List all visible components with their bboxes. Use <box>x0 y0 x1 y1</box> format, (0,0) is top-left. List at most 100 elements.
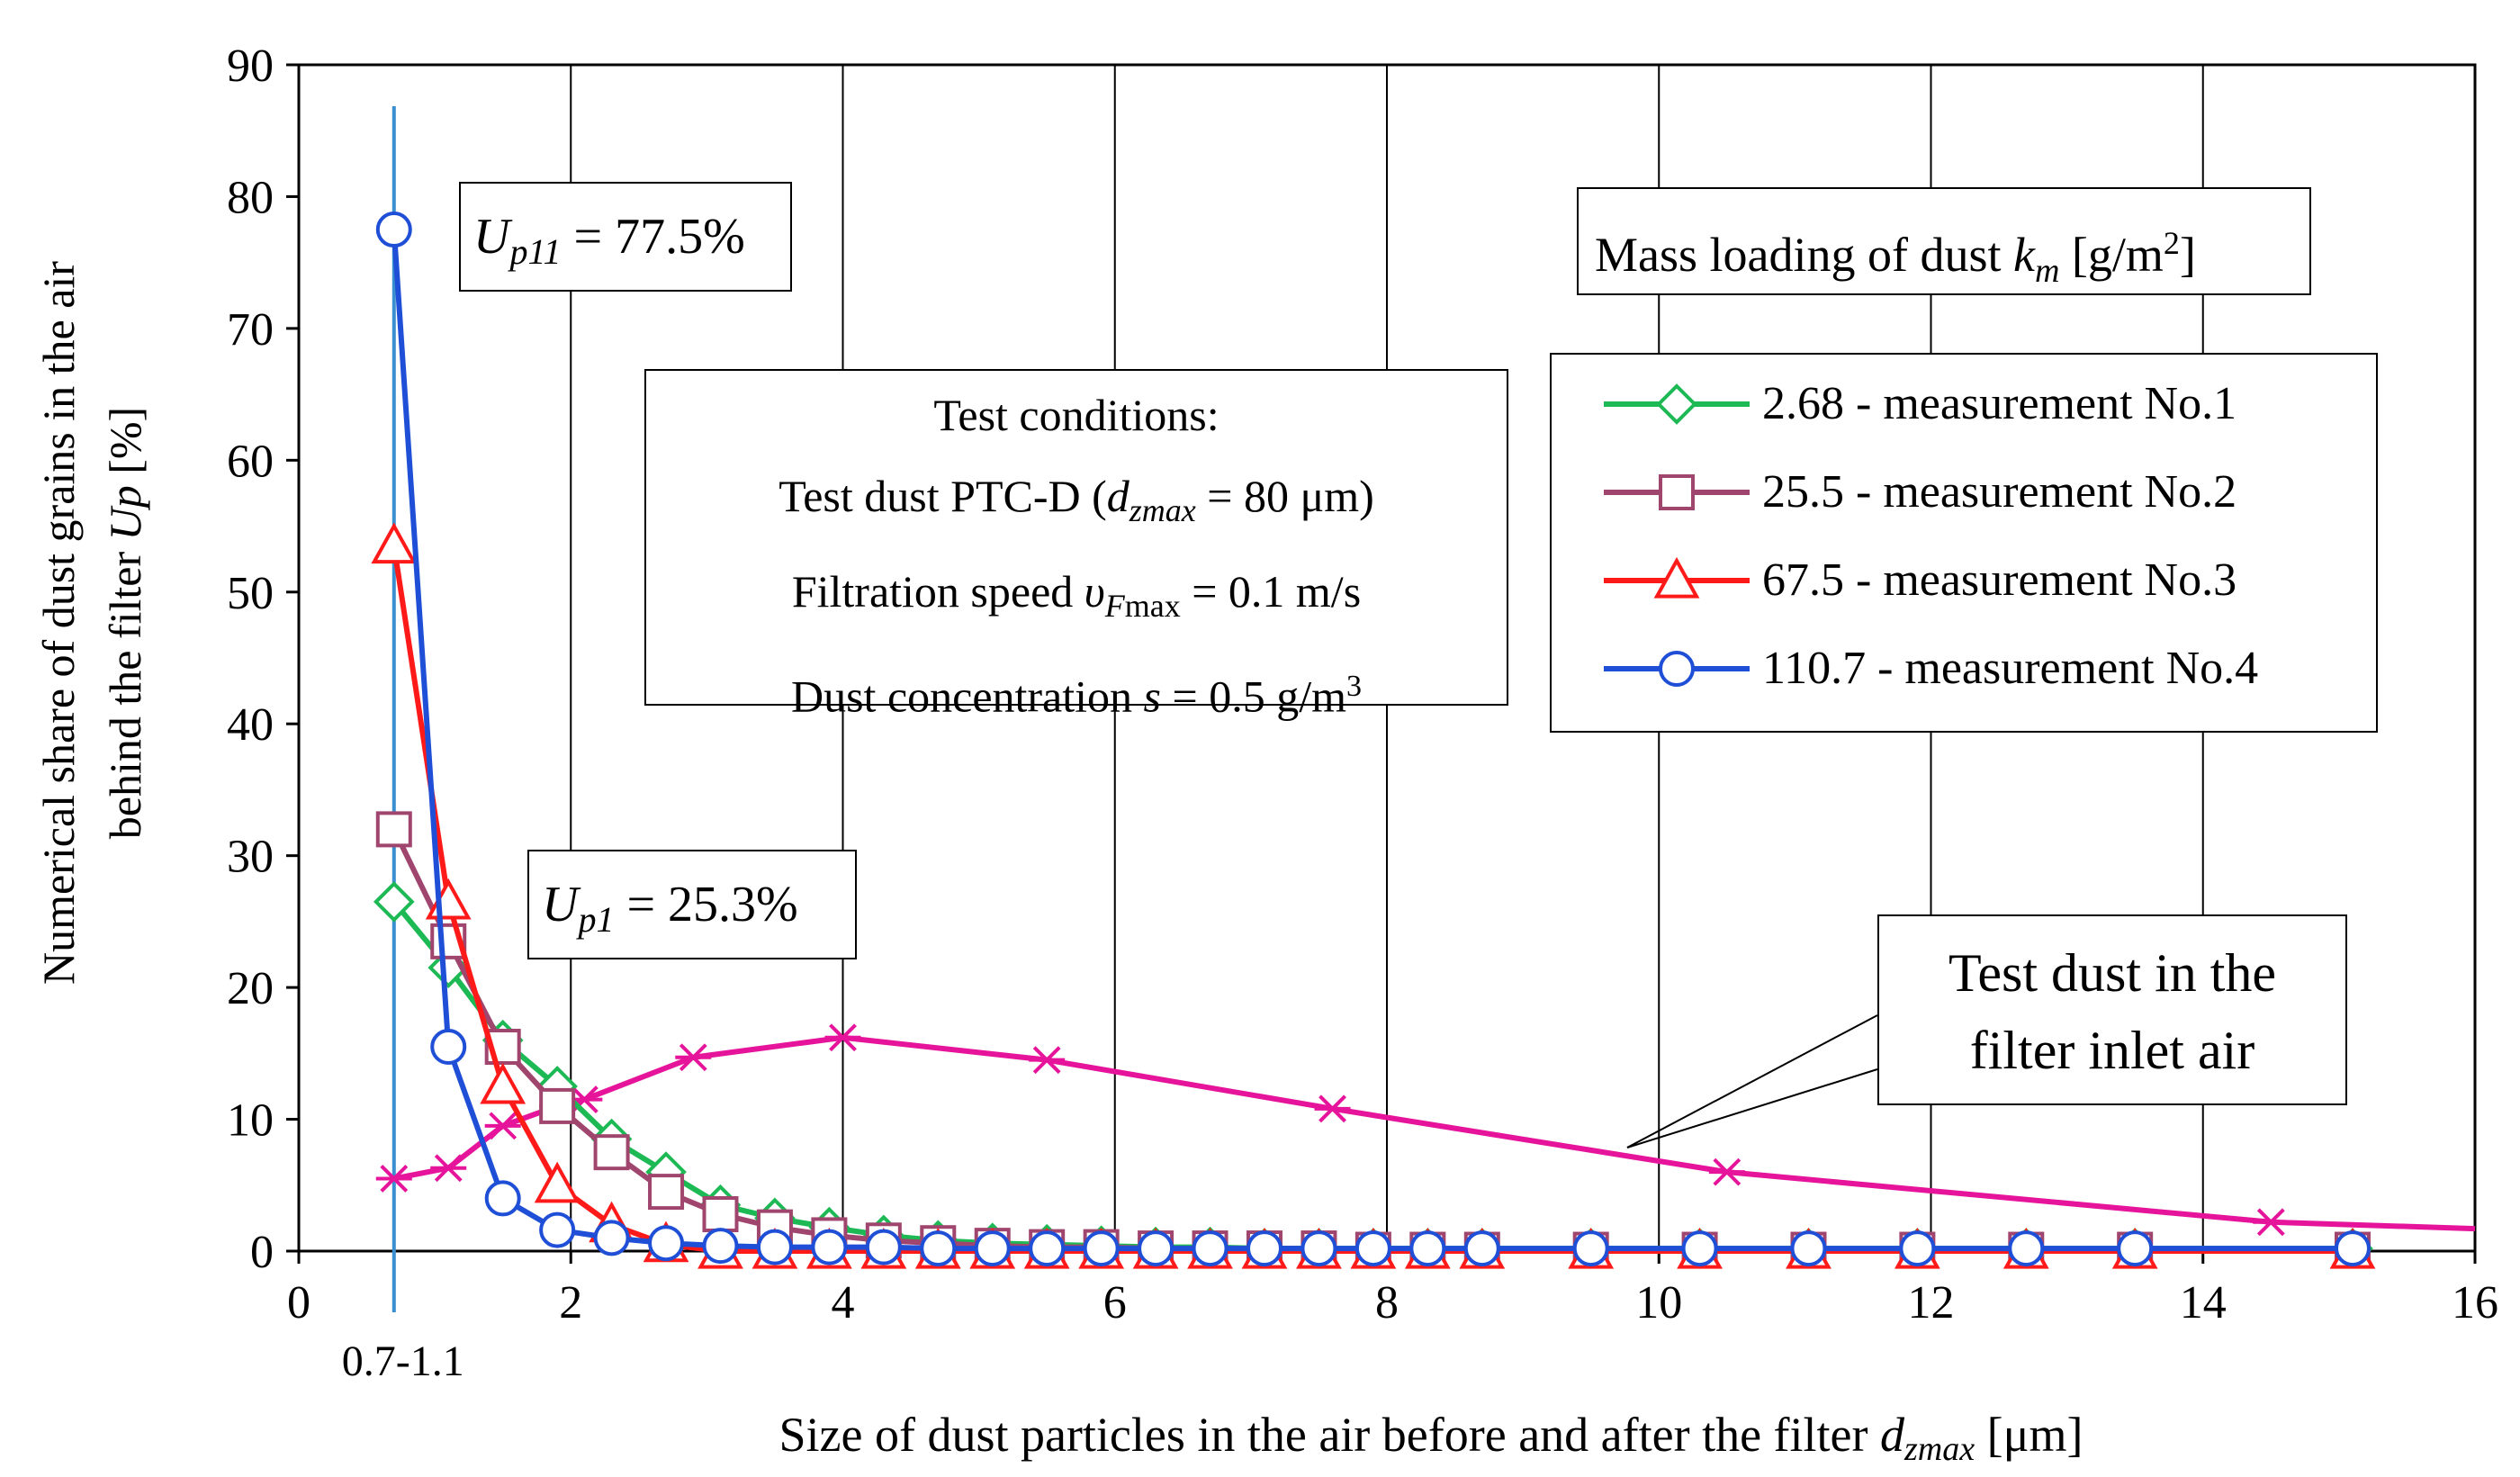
y-tick-label: 90 <box>227 41 274 92</box>
test-conditions-speed-sub: max <box>1124 588 1181 624</box>
data-point <box>1899 1230 1936 1267</box>
legend-title-end: ] <box>2179 228 2196 282</box>
test-conditions-concentration-var: s <box>1143 671 1162 722</box>
test-conditions-concentration-value: = 0.5 g/m <box>1161 671 1346 722</box>
x-axis-ticks: 0 2 4 6 8 10 12 14 16 <box>287 1251 2498 1328</box>
test-conditions-concentration-sup: 3 <box>1346 670 1362 703</box>
series-circle <box>375 212 2371 1267</box>
callout-pointer-edge <box>1626 1014 1878 1148</box>
annotation-up1-var: U <box>542 877 579 932</box>
test-conditions-title: Test conditions: <box>933 390 1220 440</box>
data-point <box>593 1220 630 1256</box>
x-tick-label: 10 <box>1635 1277 1682 1328</box>
x-tick-label: 0 <box>287 1277 310 1328</box>
data-point <box>1192 1230 1228 1267</box>
y-tick-label: 0 <box>250 1227 274 1278</box>
y-axis-label-line1: Numerical share of dust grains in the ai… <box>33 261 84 985</box>
data-point <box>824 1023 861 1052</box>
legend-swatch <box>1604 651 1750 687</box>
test-conditions-box: Test conditions: Test dust PTC-D (dzmax … <box>644 369 1508 722</box>
data-point <box>593 1134 630 1171</box>
data-point <box>1029 1230 1066 1267</box>
legend-label: 25.5 - measurement No.2 <box>1762 466 2237 518</box>
legend-title: Mass loading of dust km [g/m2] <box>1577 187 2311 295</box>
data-point <box>539 1087 576 1124</box>
data-point <box>375 212 412 248</box>
legend-label: 67.5 - measurement No.3 <box>1762 554 2237 606</box>
y-tick-label: 70 <box>227 304 274 356</box>
legend-title-sub: m <box>2034 251 2060 290</box>
data-point <box>2008 1230 2045 1267</box>
x-axis-label-unit: [μm] <box>1975 1408 2083 1462</box>
test-conditions-dust-var: d <box>1106 471 1130 521</box>
legend-item: 110.7 - measurement No.4 <box>1552 624 2376 714</box>
data-point <box>865 1229 902 1265</box>
test-conditions-dust: Test dust PTC-D (dzmax = 80 μm) <box>646 455 1507 551</box>
data-point <box>1083 1230 1120 1267</box>
data-point <box>480 1062 526 1104</box>
y-axis-label-unit: [%] <box>100 407 150 485</box>
y-axis-label-line2: behind the filter Up [%] <box>100 407 150 839</box>
series-layer <box>371 212 2476 1269</box>
y-axis-label-line2-text: behind the filter <box>100 540 150 839</box>
data-point <box>375 811 412 848</box>
data-point <box>811 1229 848 1265</box>
data-point <box>1463 1230 1500 1267</box>
test-conditions-dust-value: = 80 μm) <box>1195 471 1374 521</box>
series-line <box>391 229 2353 1252</box>
data-point <box>539 1211 576 1248</box>
data-point <box>2334 1230 2371 1267</box>
legend-swatch <box>1604 474 1750 510</box>
data-point <box>484 1112 521 1140</box>
legend-swatch-marker <box>1656 383 1697 425</box>
x-axis-label: Size of dust particles in the air before… <box>778 1408 2083 1468</box>
data-point <box>675 1043 712 1072</box>
x-tick-label: 6 <box>1103 1277 1127 1328</box>
data-point <box>1314 1094 1351 1123</box>
data-point <box>534 1161 580 1203</box>
data-point <box>974 1230 1011 1267</box>
inlet-air-callout-line1: Test dust in the <box>1948 943 2277 1003</box>
data-point <box>430 1029 467 1066</box>
annotation-up11-var: U <box>473 209 510 265</box>
test-conditions-speed-sub-italic: F <box>1104 588 1125 624</box>
inlet-air-callout: Test dust in the filter inlet air <box>1877 914 2347 1105</box>
y-tick-label: 20 <box>227 963 274 1014</box>
data-point <box>1572 1230 1609 1267</box>
test-conditions-speed: Filtration speed υFmax = 0.1 m/s <box>646 551 1507 646</box>
legend: 2.68 - measurement No.1 25.5 - measureme… <box>1550 353 2378 733</box>
data-point <box>425 878 472 920</box>
legend-swatch-marker <box>1659 651 1695 687</box>
data-point <box>373 881 415 923</box>
y-tick-label: 60 <box>227 436 274 487</box>
legend-title-var: k <box>2013 228 2035 282</box>
x-axis-label-sub: zmax <box>1904 1430 1975 1468</box>
x-tick-label: 14 <box>2180 1277 2227 1328</box>
data-point <box>371 522 418 564</box>
callout-pointer-edge <box>1626 1068 1878 1148</box>
legend-label: 2.68 - measurement No.1 <box>1762 378 2237 429</box>
test-conditions-concentration-label: Dust concentration <box>790 671 1144 722</box>
x-tick-label: 12 <box>1908 1277 1955 1328</box>
data-point <box>1681 1230 1718 1267</box>
data-point <box>1246 1230 1282 1267</box>
legend-title-text: Mass loading of dust <box>1595 228 2013 282</box>
data-point <box>375 1165 412 1193</box>
data-point <box>430 1154 467 1183</box>
data-point <box>1708 1157 1745 1186</box>
data-point <box>484 1180 521 1217</box>
data-point <box>1300 1230 1337 1267</box>
annotation-up1-sub: p1 <box>578 899 615 941</box>
data-point <box>756 1229 793 1265</box>
legend-swatch <box>1604 556 1750 599</box>
x-tick-label: 4 <box>832 1277 855 1328</box>
x-tick-label: 16 <box>2452 1277 2498 1328</box>
legend-title-unit: [g/m <box>2059 228 2164 282</box>
legend-title-sup: 2 <box>2163 225 2180 261</box>
x-tick-label: 8 <box>1375 1277 1399 1328</box>
size-range-marker-label: 0.7-1.1 <box>342 1337 464 1385</box>
x-axis-label-var: d <box>1880 1408 1905 1462</box>
y-axis-ticks: 0 10 20 30 40 50 60 70 80 90 <box>227 41 299 1278</box>
legend-label: 110.7 - measurement No.4 <box>1762 643 2259 694</box>
data-point <box>2117 1230 2154 1267</box>
